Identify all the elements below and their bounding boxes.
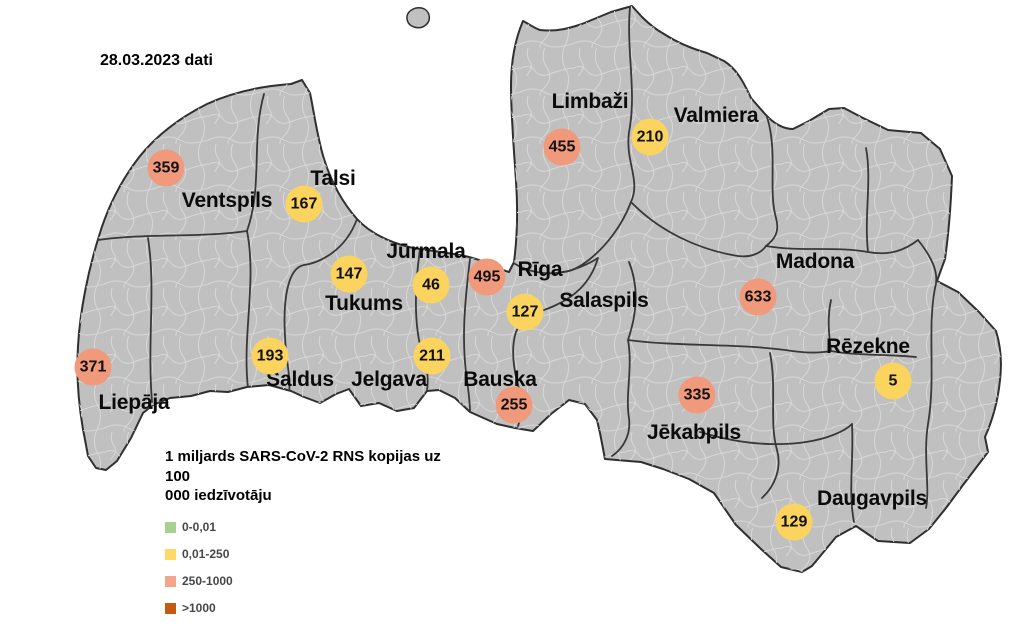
city-label-jelgava: Jelgava (351, 368, 427, 391)
city-marker-madona: 633 (739, 278, 777, 316)
city-marker-tukums: 147 (330, 255, 368, 293)
legend-title: 1 miljards SARS-CoV-2 RNS kopijas uz 100… (165, 447, 465, 506)
legend-title-line2: 000 iedzīvotāju (165, 487, 272, 504)
legend-label: >1000 (182, 601, 216, 615)
ruhnu-island (406, 7, 431, 29)
city-marker-daugavpils: 129 (775, 503, 813, 541)
legend-item-001-250: 0,01-250 (165, 547, 465, 561)
city-marker-valmiera: 210 (631, 118, 669, 156)
city-label-ventspils: Ventspils (181, 189, 273, 212)
legend-items: 0-0,01 0,01-250 250-1000 >1000 (165, 520, 465, 615)
city-label-jurmala: Jūrmala (386, 240, 466, 263)
city-label-riga: Rīga (517, 258, 563, 281)
city-label-salaspils: Salaspils (559, 289, 649, 312)
legend: 1 miljards SARS-CoV-2 RNS kopijas uz 100… (165, 447, 465, 629)
legend-label: 0,01-250 (182, 547, 230, 561)
city-label-rezekne: Rēzekne (826, 335, 910, 358)
city-label-saldus: Saldus (266, 368, 334, 391)
city-marker-liepaja: 371 (74, 348, 112, 386)
city-marker-limbazi: 455 (543, 128, 581, 166)
city-label-talsi: Talsi (310, 167, 356, 190)
legend-label: 250-1000 (182, 574, 233, 588)
city-label-madona: Madona (775, 250, 855, 273)
city-marker-bauska: 255 (495, 386, 533, 424)
city-label-valmiera: Valmiera (673, 104, 759, 127)
city-label-tukums: Tukums (325, 292, 403, 315)
city-label-daugavpils: Daugavpils (816, 487, 928, 510)
city-marker-riga: 495 (468, 258, 506, 296)
city-label-jekabpils: Jēkabpils (647, 421, 741, 444)
city-marker-talsi: 167 (285, 185, 323, 223)
legend-swatch-green (165, 521, 176, 533)
city-marker-ventspils: 359 (147, 149, 185, 187)
legend-title-line1: 1 miljards SARS-CoV-2 RNS kopijas uz 100 (165, 448, 441, 485)
city-marker-jurmala: 46 (412, 266, 450, 304)
legend-item-gt-1000: >1000 (165, 601, 465, 615)
city-marker-rezekne: 5 (874, 362, 912, 400)
legend-swatch-dark-orange (165, 602, 176, 614)
city-label-bauska: Bauska (463, 368, 537, 391)
date-label: 28.03.2023 dati (100, 52, 213, 69)
legend-item-250-1000: 250-1000 (165, 574, 465, 588)
city-marker-saldus: 193 (251, 337, 289, 375)
city-marker-jelgava: 211 (413, 337, 451, 375)
city-label-limbazi: Limbaži (551, 90, 629, 113)
legend-label: 0-0,01 (182, 520, 217, 534)
legend-item-0-001: 0-0,01 (165, 520, 465, 534)
city-label-liepaja: Liepāja (98, 391, 170, 414)
city-marker-salaspils: 127 (506, 293, 544, 331)
legend-swatch-yellow (165, 548, 176, 560)
city-marker-jekabpils: 335 (678, 376, 716, 414)
legend-swatch-salmon (165, 575, 176, 587)
